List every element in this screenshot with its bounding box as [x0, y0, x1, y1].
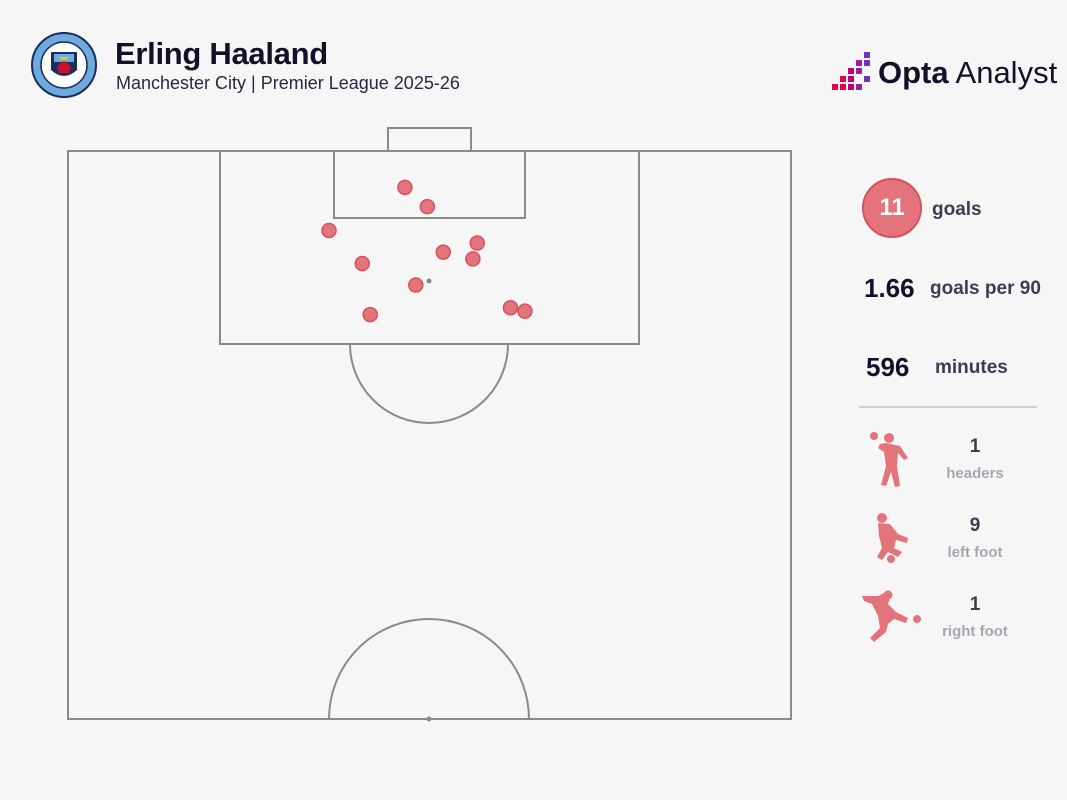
pitch-shot-map	[67, 127, 792, 722]
stats-divider	[859, 406, 1037, 408]
minutes-label: minutes	[935, 357, 1008, 378]
penalty-area	[219, 150, 640, 345]
opta-analyst-logo: Opta Analyst	[830, 50, 1057, 96]
goal-point	[408, 277, 424, 293]
headers-label: headers	[946, 465, 1004, 482]
pitch-outline	[67, 150, 792, 720]
minutes-value: 596	[866, 352, 910, 382]
goals-per-90-label: goals per 90	[930, 278, 1041, 299]
opta-mark-icon	[832, 52, 870, 90]
goal-point	[465, 251, 481, 267]
header-silhouette-icon	[870, 432, 908, 487]
goals-per-90-value: 1.66	[864, 273, 915, 303]
goals-count-bubble: 11	[862, 178, 922, 238]
penalty-arc	[349, 343, 509, 424]
left-foot-silhouette-icon	[877, 513, 908, 563]
goal-point	[419, 198, 436, 215]
right-foot-count: 1	[969, 594, 981, 615]
goal-point	[469, 235, 485, 251]
center-spot	[426, 716, 432, 722]
goal-point	[354, 255, 371, 272]
goal-frame	[387, 127, 472, 152]
right-foot-label: right foot	[942, 623, 1008, 640]
brand-wordmark: Opta Analyst	[878, 55, 1057, 91]
club-crest-logo	[31, 32, 97, 98]
left-foot-count: 9	[969, 515, 981, 536]
center-circle-arc	[328, 618, 530, 720]
left-foot-label: left foot	[947, 544, 1003, 561]
goal-point	[435, 244, 451, 260]
goals-label: goals	[932, 199, 982, 220]
page-subtitle: Manchester City | Premier League 2025-26	[116, 73, 460, 93]
goal-point	[397, 179, 413, 196]
page-title: Erling Haaland	[115, 36, 328, 71]
headers-count: 1	[969, 436, 981, 457]
goal-point	[517, 303, 533, 319]
brand-name-bold: Opta	[878, 55, 949, 90]
goal-point	[362, 306, 378, 323]
six-yard-box	[333, 150, 526, 219]
brand-name-light: Analyst	[948, 55, 1058, 90]
goal-point	[321, 222, 337, 239]
goal-point	[502, 300, 519, 316]
right-foot-silhouette-icon	[862, 590, 921, 642]
goal-points-layer	[321, 179, 533, 323]
penalty-spot	[426, 278, 432, 284]
